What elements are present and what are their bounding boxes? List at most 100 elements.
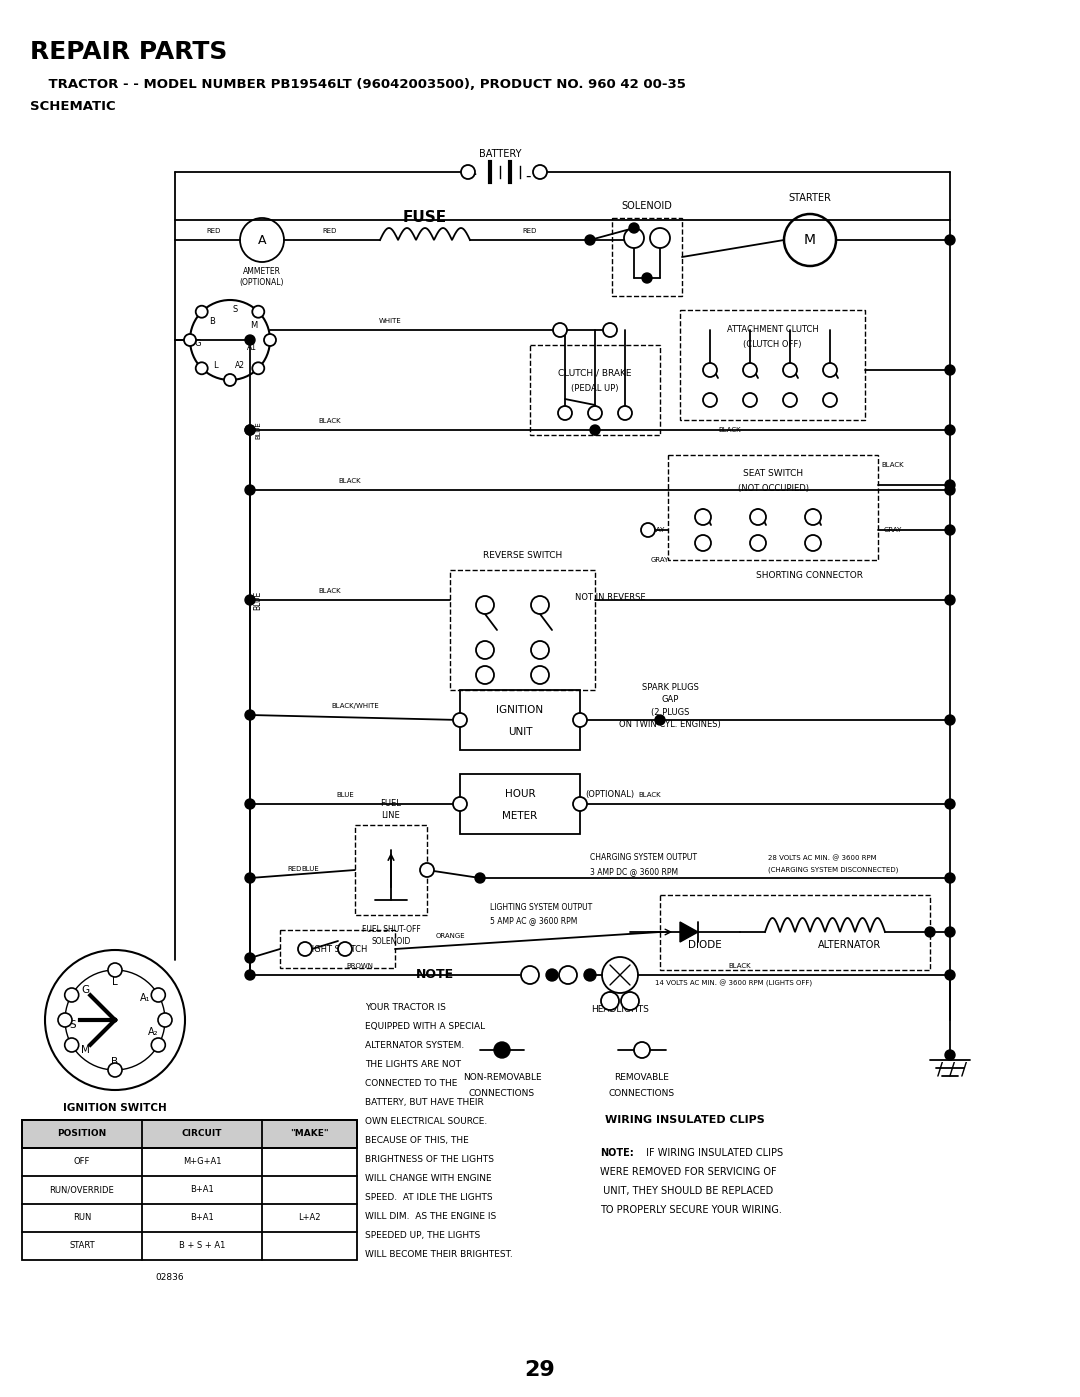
Circle shape [600,992,619,1010]
Circle shape [245,425,255,434]
Text: B: B [111,1058,119,1067]
Circle shape [823,393,837,407]
Text: 5 AMP AC @ 3600 RPM: 5 AMP AC @ 3600 RPM [490,916,578,925]
Circle shape [58,1013,72,1027]
Circle shape [924,928,935,937]
Circle shape [945,365,955,374]
Text: RUN/OVERRIDE: RUN/OVERRIDE [50,1186,114,1194]
Text: POSITION: POSITION [57,1130,107,1139]
Text: RED: RED [287,866,302,872]
Circle shape [245,485,255,495]
Circle shape [476,641,494,659]
Text: M+G+A1: M+G+A1 [183,1158,221,1166]
Text: (OPTIONAL): (OPTIONAL) [585,789,635,799]
Text: IGNITION: IGNITION [497,705,543,715]
Circle shape [534,165,546,179]
Bar [22,1120,357,1260]
Circle shape [531,597,549,615]
Circle shape [629,224,639,233]
Text: YOUR TRACTOR IS: YOUR TRACTOR IS [365,1003,446,1011]
Text: BLUE: BLUE [301,866,319,872]
Text: (CLUTCH OFF): (CLUTCH OFF) [743,339,801,348]
Circle shape [558,407,572,420]
Circle shape [743,363,757,377]
Bar [460,690,580,750]
Text: SPEED.  AT IDLE THE LIGHTS: SPEED. AT IDLE THE LIGHTS [365,1193,492,1201]
Text: GRAY: GRAY [883,527,902,534]
Text: BLACK: BLACK [319,418,341,425]
Circle shape [945,485,955,495]
Text: BLUE: BLUE [336,792,354,798]
Text: BLACK: BLACK [638,792,661,798]
Text: M: M [81,1045,90,1055]
Circle shape [151,988,165,1002]
Circle shape [642,522,654,536]
Circle shape [618,407,632,420]
Text: BROWN: BROWN [347,963,374,970]
Text: CLUTCH / BRAKE: CLUTCH / BRAKE [558,369,632,377]
Circle shape [584,970,596,981]
Text: A: A [258,233,267,246]
Bar [660,895,930,970]
Text: NOT IN REVERSE: NOT IN REVERSE [575,594,646,602]
Text: A₁: A₁ [139,993,150,1003]
Text: A1: A1 [247,344,257,352]
Circle shape [603,323,617,337]
Text: BATTERY, BUT HAVE THEIR: BATTERY, BUT HAVE THEIR [365,1098,484,1106]
Circle shape [588,407,602,420]
Text: ORANGE: ORANGE [435,933,464,939]
Text: GRAY: GRAY [647,527,665,534]
Text: SEAT SWITCH: SEAT SWITCH [743,468,804,478]
Circle shape [945,595,955,605]
Text: B+A1: B+A1 [190,1186,214,1194]
Text: SOLENOID: SOLENOID [622,201,673,211]
Text: 3 AMP DC @ 3600 RPM: 3 AMP DC @ 3600 RPM [590,868,678,876]
Text: BLUE: BLUE [254,591,262,609]
Text: TO PROPERLY SECURE YOUR WIRING.: TO PROPERLY SECURE YOUR WIRING. [600,1206,782,1215]
Text: REMOVABLE: REMOVABLE [615,1073,670,1083]
Bar [612,218,681,296]
Text: FUSE: FUSE [403,211,447,225]
Circle shape [573,798,588,812]
Circle shape [264,334,276,346]
Text: UNIT, THEY SHOULD BE REPLACED: UNIT, THEY SHOULD BE REPLACED [600,1186,773,1196]
Text: BLACK: BLACK [718,427,741,433]
Text: IGNITION SWITCH: IGNITION SWITCH [63,1104,167,1113]
Circle shape [654,715,665,725]
Circle shape [783,363,797,377]
Text: METER: METER [502,812,538,821]
Circle shape [945,715,955,725]
Text: LIGHT SWITCH: LIGHT SWITCH [308,944,367,954]
Circle shape [703,393,717,407]
Circle shape [945,481,955,490]
Circle shape [298,942,312,956]
Text: REPAIR PARTS: REPAIR PARTS [30,41,228,64]
Circle shape [531,641,549,659]
Text: CIRCUIT: CIRCUIT [181,1130,222,1139]
Circle shape [245,595,255,605]
Circle shape [590,425,600,434]
Text: BLUE: BLUE [255,420,261,439]
Circle shape [945,1051,955,1060]
Text: NON-REMOVABLE: NON-REMOVABLE [462,1073,541,1083]
Circle shape [750,535,766,550]
Circle shape [624,228,644,249]
Circle shape [945,235,955,244]
Circle shape [245,799,255,809]
Circle shape [805,535,821,550]
Circle shape [65,988,79,1002]
Circle shape [253,362,265,374]
Circle shape [945,525,955,535]
Circle shape [245,335,255,345]
Text: +: + [467,169,477,182]
Circle shape [531,666,549,685]
Circle shape [945,970,955,981]
Circle shape [245,873,255,883]
Text: B: B [210,317,215,327]
Text: RUN: RUN [72,1214,91,1222]
Circle shape [195,362,207,374]
Text: TRACTOR - - MODEL NUMBER PB19546LT (96042003500), PRODUCT NO. 960 42 00-35: TRACTOR - - MODEL NUMBER PB19546LT (9604… [30,78,686,91]
Text: THE LIGHTS ARE NOT: THE LIGHTS ARE NOT [365,1060,461,1069]
Circle shape [621,992,639,1010]
Bar [355,826,427,915]
